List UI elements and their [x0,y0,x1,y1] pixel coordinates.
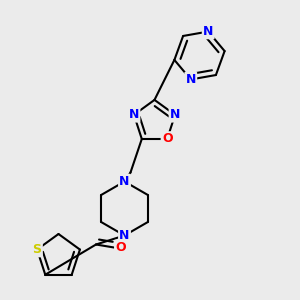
Text: N: N [119,175,130,188]
Text: S: S [33,243,42,256]
Text: N: N [170,108,180,121]
Text: N: N [129,108,139,121]
Text: O: O [162,133,172,146]
Text: N: N [119,229,130,242]
Text: N: N [203,25,213,38]
Text: N: N [186,73,196,86]
Text: O: O [115,241,126,254]
